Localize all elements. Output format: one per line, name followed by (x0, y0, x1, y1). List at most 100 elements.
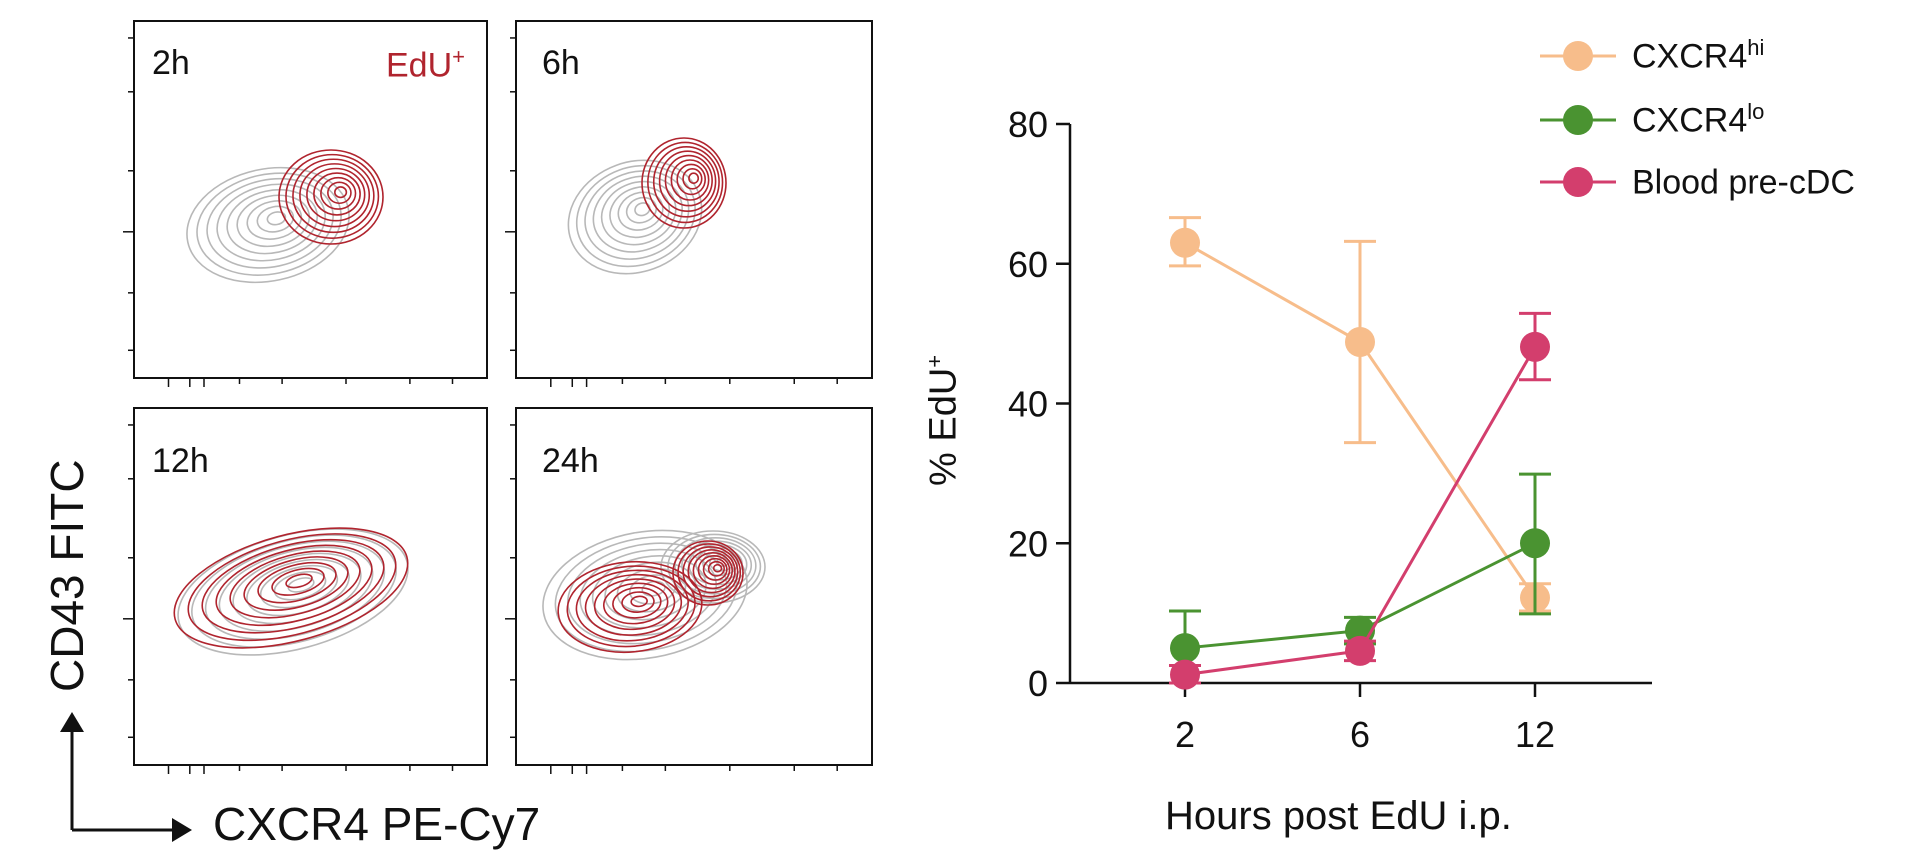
contour-edu-3-1-8 (712, 563, 723, 573)
panel-label-2h: 2h (152, 44, 190, 82)
contour-edu-0-0-7 (327, 181, 352, 205)
contour-edu-3-1-1 (677, 543, 742, 602)
contour-gray-0-0-4 (226, 188, 319, 255)
flow-x-arrow-head (172, 818, 192, 842)
y-tick-label-40: 40 (1008, 384, 1048, 425)
contour-gray-1-0-3 (592, 175, 683, 253)
edu-label-text: EdU (386, 46, 453, 85)
contour-edu-0-0-3 (299, 163, 371, 228)
contour-edu-3-0-1 (566, 565, 696, 648)
contour-edu-1-0-7 (682, 168, 703, 190)
contour-edu-1-0-3 (658, 150, 717, 212)
legend-label: CXCR4hi (1632, 35, 1764, 76)
legend-label-sup: lo (1747, 99, 1765, 125)
contour-gray-1-0-8 (634, 202, 651, 217)
contour-gray-1-0-2 (584, 170, 690, 260)
contour-edu-3-0-6 (612, 586, 662, 619)
contour-edu-3-0-2 (575, 569, 689, 642)
contour-gray-2-0-8 (287, 577, 315, 593)
contour-gray-0-0-2 (206, 177, 334, 269)
series-2-point-1 (1345, 635, 1375, 666)
contour-edu-3-1-7 (707, 560, 725, 577)
y-tick-label-0: 0 (1028, 663, 1048, 704)
contour-edu-2-0-2 (201, 538, 385, 634)
legend-label: Blood pre-cDC (1632, 161, 1855, 202)
legend-marker-dot (1563, 41, 1593, 71)
flow-panel-2h (133, 20, 488, 379)
legend-marker-dot (1563, 167, 1593, 197)
contour-edu-0-0-6 (320, 176, 357, 210)
contour-edu-1-0-1 (647, 141, 724, 224)
contour-gray-1-0-0 (567, 159, 703, 275)
flow-y-arrow-head (60, 712, 84, 732)
chart-x-axis-title: Hours post EdU i.p. (1165, 794, 1512, 838)
chart-y-axis-title: % EdU+ (922, 355, 966, 486)
contour-edu-2-0-6 (257, 561, 337, 604)
x-tick-label-2: 2 (1175, 714, 1195, 755)
contour-edu-3-1-2 (682, 546, 739, 598)
legend-marker (1540, 105, 1616, 135)
contour-gray-3-1-2 (674, 536, 757, 595)
contour-edu-0-0-5 (313, 172, 361, 216)
panel-label-6h: 6h (542, 44, 580, 82)
contour-edu-1-0-8 (688, 172, 700, 184)
contour-gray-1-0-7 (625, 196, 658, 224)
legend-label: CXCR4lo (1632, 99, 1764, 140)
legend-label-sup: hi (1747, 35, 1765, 61)
contour-edu-3-0-8 (630, 595, 648, 608)
contour-edu-0-0-4 (306, 167, 366, 222)
contour-edu-1-0-5 (670, 159, 710, 201)
panel-label-12h: 12h (152, 442, 209, 480)
series-2-point-2 (1520, 331, 1550, 362)
legend-marker-dot (1563, 105, 1593, 135)
contour-edu-2-0-0 (173, 527, 409, 649)
legend-item: CXCR4lo (1538, 98, 1764, 142)
contour-edu-3-0-5 (602, 582, 669, 625)
series-0-point-0 (1170, 227, 1200, 258)
chart-y-axis-title-sup: + (922, 354, 947, 368)
contour-edu-2-0-3 (215, 544, 373, 627)
panel-label-24h: 24h (542, 442, 599, 480)
contour-edu-0-0-1 (285, 153, 380, 239)
chart-y-axis-title-text: % EdU (922, 367, 965, 486)
series-0-point-1 (1345, 327, 1375, 358)
legend-item: Blood pre-cDC (1538, 160, 1855, 204)
contour-edu-1-0-4 (664, 154, 713, 207)
series-2-point-0 (1170, 659, 1200, 690)
contour-edu-0-0-2 (292, 158, 375, 234)
y-tick-label-20: 20 (1008, 523, 1048, 564)
legend-label-name: CXCR4 (1632, 101, 1748, 140)
contour-edu-1-0-6 (676, 163, 707, 196)
edu-positive-label: EdU+ (386, 44, 465, 85)
contour-edu-3-1-5 (697, 554, 731, 586)
contour-edu-3-0-4 (593, 578, 676, 631)
y-tick-label-60: 60 (1008, 244, 1048, 285)
contour-edu-1-0-0 (641, 137, 727, 229)
legend-marker (1540, 167, 1616, 197)
edu-label-sup: + (452, 44, 465, 69)
contour-gray-0-0-6 (246, 200, 303, 240)
contour-gray-0-0-5 (236, 194, 311, 248)
contour-gray-0-0-7 (256, 205, 295, 233)
contour-gray-1-0-1 (575, 164, 696, 268)
contour-edu-3-1-3 (687, 549, 736, 594)
series-1-point-2 (1520, 528, 1550, 559)
contour-edu-2-0-8 (285, 573, 313, 589)
contour-edu-1-0-2 (652, 146, 720, 218)
contour-edu-2-0-7 (271, 567, 325, 596)
legend-marker (1540, 41, 1616, 71)
contour-edu-3-1-6 (702, 557, 728, 581)
legend-label-name: CXCR4 (1632, 37, 1748, 76)
series-1-point-0 (1170, 633, 1200, 664)
x-tick-label-12: 12 (1515, 714, 1555, 755)
contour-gray-3-1-0 (660, 530, 766, 604)
x-tick-label-6: 6 (1350, 714, 1370, 755)
contour-edu-3-0-3 (584, 573, 683, 636)
contour-gray-0-0-0 (186, 166, 350, 284)
y-tick-label-80: 80 (1008, 104, 1048, 145)
contour-edu-2-0-5 (243, 556, 349, 611)
legend-label-name: Blood pre-cDC (1632, 163, 1855, 202)
legend-item: CXCR4hi (1538, 34, 1764, 78)
contour-gray-0-0-8 (266, 211, 287, 226)
contour-edu-0-0-8 (334, 186, 348, 199)
